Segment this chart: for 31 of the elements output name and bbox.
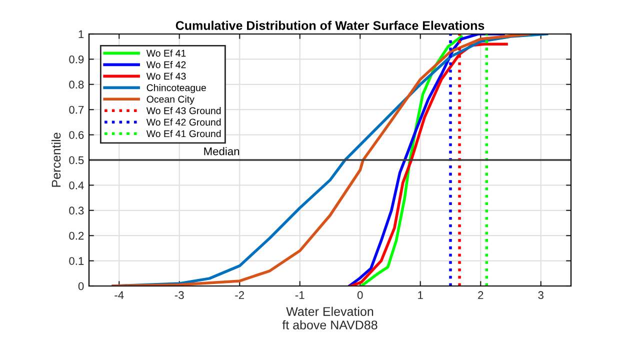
y-tick-label: 0.8: [69, 80, 84, 89]
legend-label: Wo Ef 43: [146, 72, 186, 80]
x-tick-label: 1: [418, 291, 423, 299]
x-tick-label: 0: [357, 291, 363, 300]
y-tick-label: 0.2: [69, 232, 84, 240]
legend-label: Wo Ef 43 Ground: [146, 107, 221, 114]
legend-label: Wo Ef 42: [146, 61, 186, 68]
x-tick-label: 2: [478, 291, 484, 299]
legend-label: Wo Ef 41 Ground: [146, 130, 221, 138]
x-tick-label: -1: [295, 291, 304, 299]
y-tick-label: 0.4: [69, 181, 84, 190]
y-tick-label: 0.7: [69, 106, 84, 114]
legend-label: Wo Ef 42 Ground: [146, 118, 221, 126]
legend-label: Ocean City: [146, 96, 194, 105]
x-tick-label: -4: [114, 291, 124, 299]
x-axis-title: Water Elevation ft above NAVD88: [282, 306, 378, 330]
x-tick-label: 3: [538, 291, 544, 300]
y-axis-title: Percentile: [51, 132, 61, 187]
x-tick-label: -2: [235, 291, 244, 299]
y-tick-label: 0.1: [69, 257, 84, 265]
y-tick-label: 0: [78, 282, 84, 290]
y-tick-label: 0.9: [69, 55, 84, 64]
y-tick-label: 0.3: [69, 206, 84, 215]
legend-label: Chincoteague: [146, 84, 206, 94]
legend-label: Wo Ef 41: [146, 50, 186, 57]
chart-title: Cumulative Distribution of Water Surface Elevations: [176, 20, 484, 30]
y-tick-label: 1: [78, 30, 84, 38]
y-tick-label: 0.5: [69, 156, 84, 164]
y-tick-label: 0.6: [69, 131, 84, 139]
ref-line-label: Median: [204, 147, 240, 156]
x-tick-label: -3: [174, 291, 184, 300]
